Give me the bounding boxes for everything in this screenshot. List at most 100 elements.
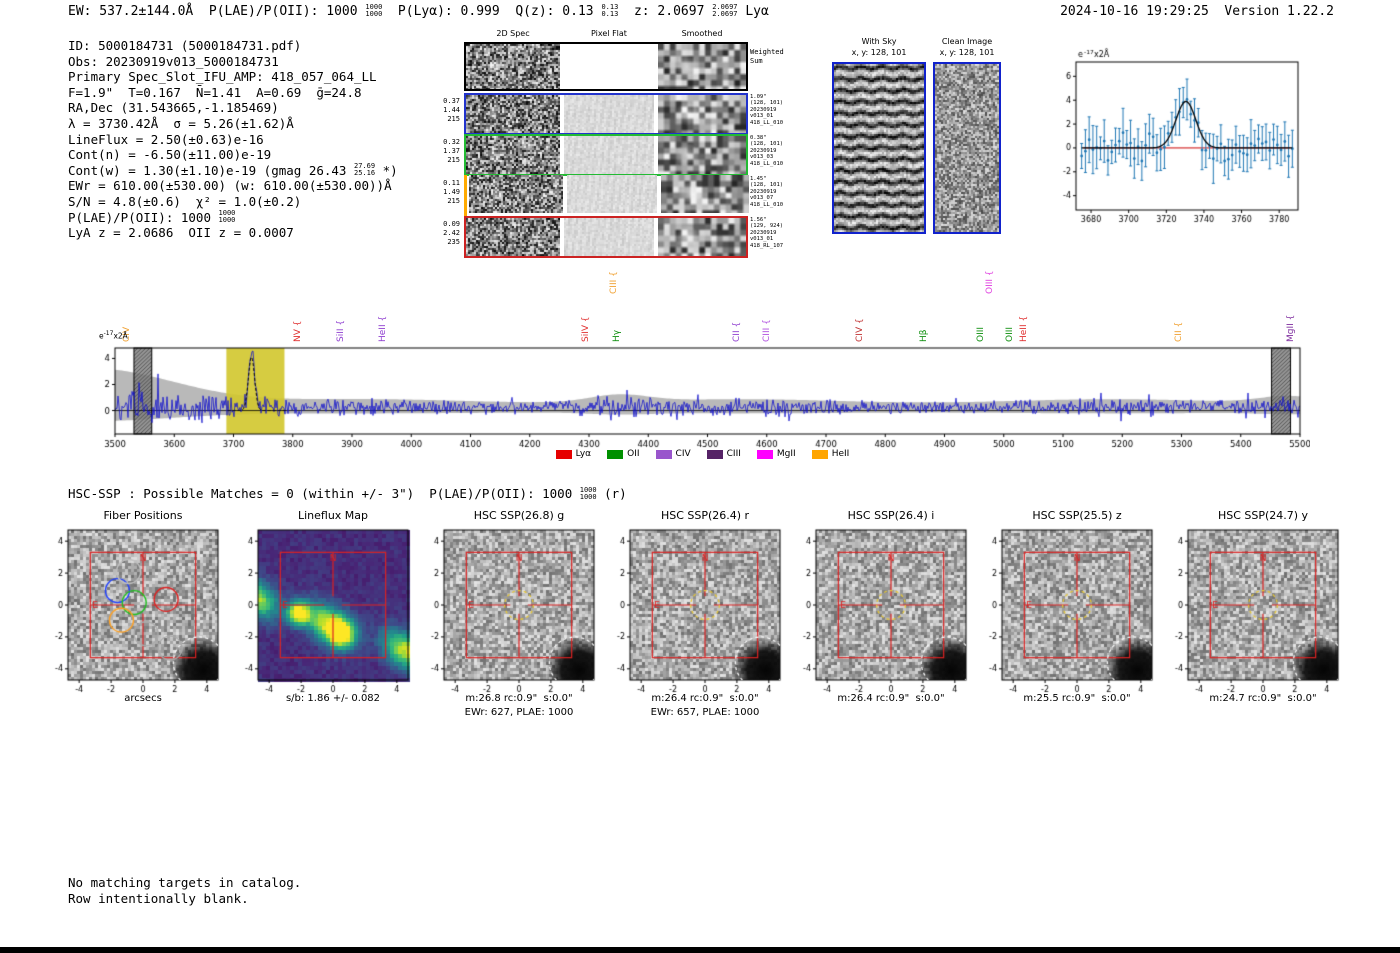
cutout-canvas-fiber	[40, 528, 224, 704]
header-summary: EW: 537.2±144.0Å P(LAE)/P(OII): 1000 100…	[68, 2, 769, 19]
spec2d-row-0-col0	[466, 95, 560, 133]
spec2d-row-metrics: 0.11 1.49 215	[443, 179, 460, 205]
sky-panel-title: With Sky x, y: 128, 101	[851, 37, 907, 57]
line-label: Hγ	[611, 329, 622, 342]
line-label: OIII {	[985, 270, 996, 294]
cutout-canvas-img	[974, 528, 1158, 704]
legend-swatch	[655, 449, 672, 459]
info-line: Cont(n) = -6.50(±11.00)e-19	[68, 147, 272, 163]
footer-notes: No matching targets in catalog. Row inte…	[68, 875, 301, 906]
info-line: F=1.9" T=0.167 N̄=1.41 A=0.69 ḡ=24.8	[68, 84, 362, 100]
header-datetime: 2024-10-16 19:29:25 Version 1.22.2	[1060, 4, 1334, 19]
info-line: Cont(w) = 1.30(±1.10)e-19 (gmag 26.43 27…	[68, 162, 398, 178]
cutout-caption1: m:26.4 rc:0.9" s:0.0"	[651, 693, 759, 704]
line-label: Hβ	[918, 329, 929, 342]
spec2d-row-0-col1	[564, 95, 654, 133]
spec2d-row-1	[464, 134, 748, 176]
cutout-caption1: m:25.5 rc:0.9" s:0.0"	[1023, 693, 1131, 704]
spec2d-weighted-row-col2	[658, 44, 746, 89]
info-line: LineFlux = 2.50(±0.63)e-16	[68, 131, 264, 147]
cutout-canvas-img	[602, 528, 786, 704]
line-label: NV {	[293, 320, 304, 342]
legend-label: MgII	[776, 449, 796, 459]
line-label: SiII {	[335, 319, 346, 342]
info-line: ID: 5000184731 (5000184731.pdf)	[68, 38, 302, 53]
line-label: OIII	[976, 326, 987, 342]
cutout-title: Fiber Positions	[103, 509, 183, 522]
spec2d-col-title: Pixel Flat	[591, 29, 627, 38]
spec2d-row-1-col1	[564, 136, 654, 174]
bottom-bar	[0, 947, 1400, 953]
spec2d-row-3	[464, 216, 748, 258]
info-line: EWr = 610.00(±530.00) (w: 610.00(±530.00…	[68, 178, 392, 194]
cutout-canvas-img	[1160, 528, 1344, 704]
stacked-fraction: 2.0697 2.0697	[712, 2, 738, 18]
cutout-title: HSC SSP(24.7) y	[1217, 509, 1309, 522]
spec2d-row-label: 1.56" (129, 924) 20230919 v013_01 418_RL…	[750, 217, 784, 249]
info-line: Primary Spec_Slot_IFU_AMP: 418_057_064_L…	[68, 69, 377, 85]
info-line: S/N = 4.8(±0.6) χ² = 1.0(±0.2)	[68, 193, 302, 209]
info-line: RA,Dec (31.543665,-1.185469)	[68, 100, 279, 116]
spec2d-weighted-row-col0	[466, 44, 560, 89]
spec2d-weighted-row	[464, 42, 748, 91]
spec2d-row-metrics: 0.32 1.37 215	[443, 138, 460, 164]
sky-panel-title: Clean Image x, y: 128, 101	[939, 37, 995, 57]
spec2d-row-label: 1.45" (128, 101) 20230919 v013_07 418_LL…	[750, 176, 784, 208]
spec2d-row-1-col2	[658, 136, 746, 174]
legend-swatch	[706, 449, 723, 459]
spectrum-ylabel: e-17x2Å	[99, 330, 128, 341]
cutout-caption2: EWr: 657, PLAE: 1000	[650, 707, 760, 718]
line-label: CIII {	[608, 271, 619, 294]
spec2d-weighted-row-col1	[564, 44, 654, 89]
cutout-title: HSC SSP(26.4) i	[847, 509, 935, 522]
line-label: OIII	[1004, 326, 1015, 342]
legend-item: HeII	[811, 449, 850, 459]
spec2d-row-0	[464, 93, 748, 135]
cutout-title: HSC SSP(26.8) g	[473, 509, 565, 522]
legend-swatch	[756, 449, 773, 459]
stacked-fraction: 27.69 25.16	[353, 162, 376, 178]
line-label: SiIV {	[581, 316, 592, 342]
spec2d-row-2-col1	[567, 175, 657, 213]
sky-panel-with-sky	[832, 62, 926, 234]
line-label: CII {	[1173, 321, 1184, 342]
info-line: Obs: 20230919v013_5000184731	[68, 53, 279, 69]
cutout-caption1: m:26.4 rc:0.9" s:0.0"	[837, 693, 945, 704]
legend-label: OII	[627, 449, 640, 459]
info-block: ID: 5000184731 (5000184731.pdf) Obs: 2023…	[68, 38, 398, 241]
info-line: LyA z = 2.0686 OII z = 0.0007	[68, 225, 294, 241]
line-fit-plot	[1046, 46, 1306, 232]
legend-swatch	[607, 449, 624, 459]
sky-panel-clean	[933, 62, 1001, 234]
spectrum-legend: Lyα OII CIV CIII MgII HeII	[95, 449, 1310, 459]
cutout-caption1: m:26.8 rc:0.9" s:0.0"	[465, 693, 573, 704]
info-line: P(LAE)/P(OII): 1000 1000 1000	[68, 209, 236, 225]
line-label: CII {	[732, 321, 743, 342]
line-label: HeII {	[377, 315, 388, 342]
spec2d-row-metrics: 0.37 1.44 215	[443, 97, 460, 123]
cutout-canvas-img	[416, 528, 600, 704]
cutout-caption1: m:24.7 rc:0.9" s:0.0"	[1209, 693, 1317, 704]
legend-item: Lyα	[555, 449, 592, 459]
legend-item: CIII	[706, 449, 741, 459]
spec2d-row-3-col0	[466, 218, 560, 256]
spec2d-row-2-col0	[469, 175, 563, 213]
footer-line-1: No matching targets in catalog.	[68, 875, 302, 890]
footer-line-2: Row intentionally blank.	[68, 890, 249, 906]
emission-line-labels: CIV NV {SiII {HeII {SiIV {CIII {Hγ CII {CI…	[95, 258, 1310, 342]
spec2d-row-0-col2	[658, 95, 746, 133]
legend-item: OII	[607, 449, 640, 459]
legend-item: MgII	[756, 449, 796, 459]
legend-label: HeII	[831, 449, 850, 459]
legend-label: Lyα	[575, 449, 592, 459]
spec2d-row-1-col0	[466, 136, 560, 174]
spec2d-col-title: Smoothed	[681, 29, 723, 38]
hsc-header: HSC-SSP : Possible Matches = 0 (within +…	[68, 485, 627, 501]
spec2d-row-2	[464, 175, 749, 217]
cutout-title: HSC SSP(25.5) z	[1032, 509, 1122, 522]
spec2d-row-3-col2	[658, 218, 746, 256]
cutout-title: HSC SSP(26.4) r	[660, 509, 750, 522]
spec2d-row-2-col2	[661, 175, 749, 213]
legend-item: CIV	[655, 449, 691, 459]
